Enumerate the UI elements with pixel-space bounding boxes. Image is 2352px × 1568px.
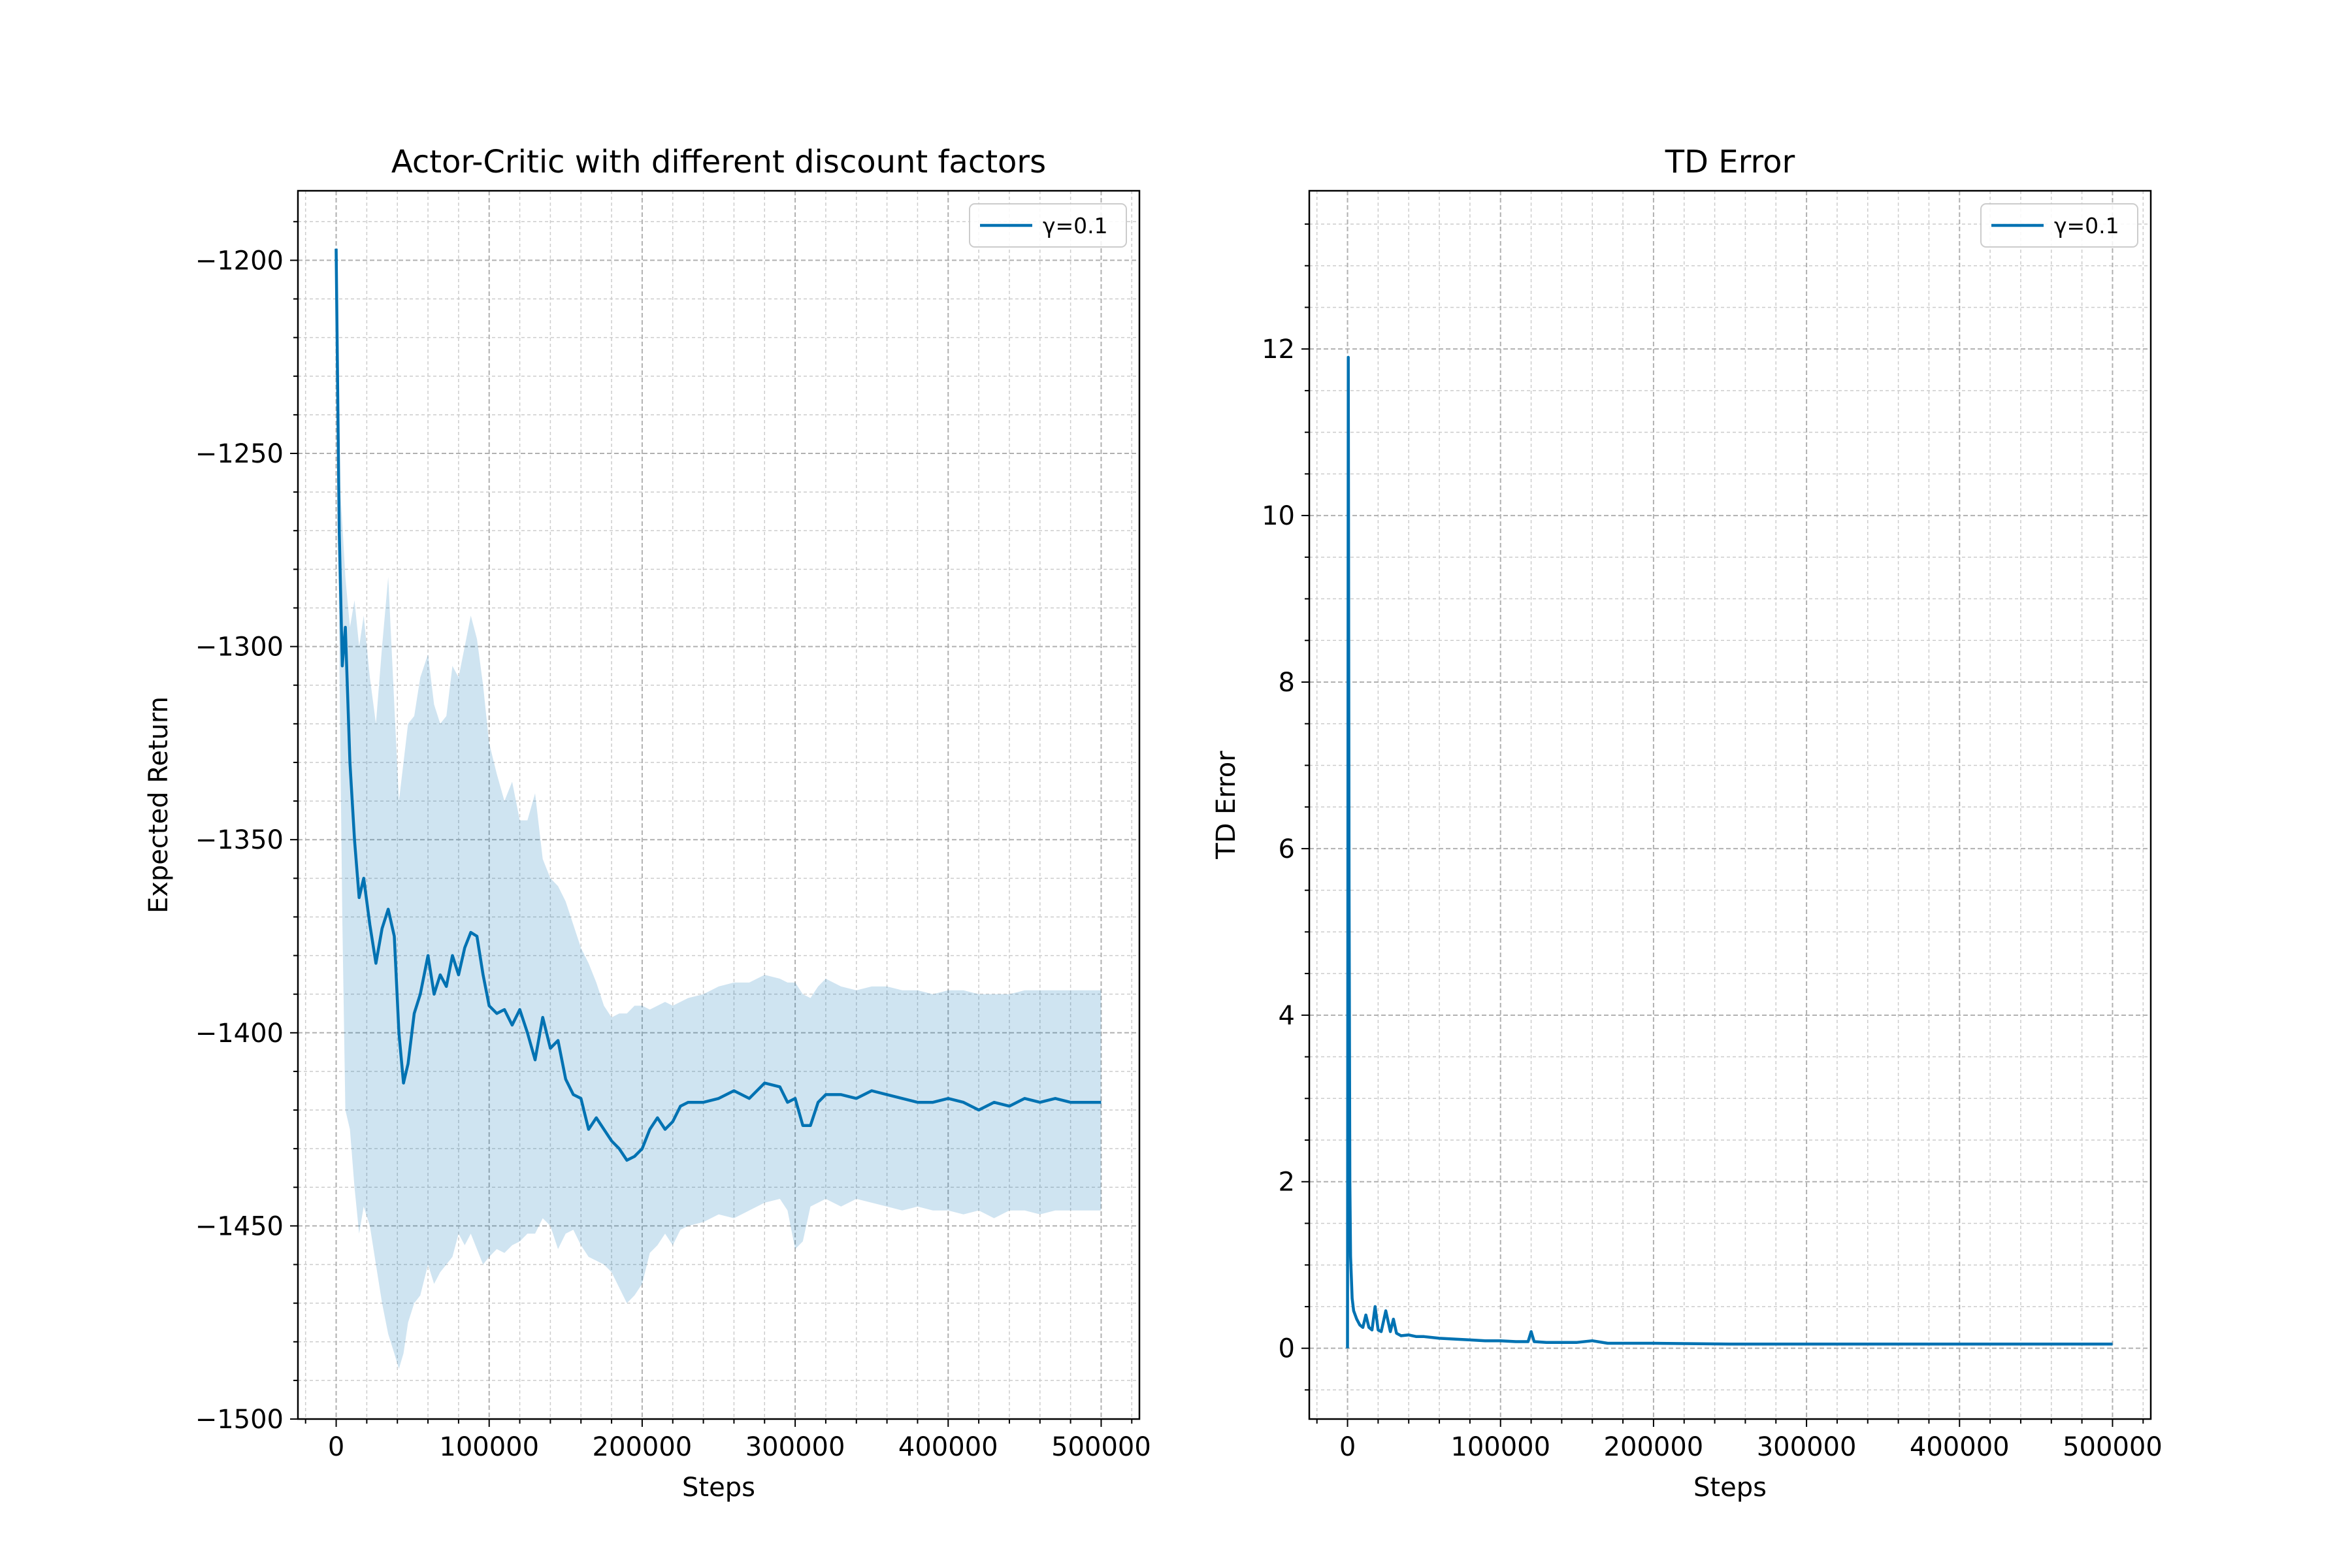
return-y-tick-label: −1500 bbox=[195, 1405, 284, 1435]
return-legend: γ=0.1 bbox=[969, 203, 1127, 248]
td-error-chart: 0 100000 200000 300000 400000 500000 0 2 4 6 8 10 12… bbox=[1211, 144, 2163, 1503]
expected-return-chart: 0 100000 200000 300000 400000 500000 −1500 −145… bbox=[144, 144, 1151, 1503]
return-y-tick-label: −1200 bbox=[195, 246, 284, 276]
return-y-tick-label: −1250 bbox=[195, 439, 284, 469]
return-legend-box bbox=[969, 203, 1127, 248]
return-grid bbox=[298, 191, 1139, 1420]
return-x-axis-label: Steps bbox=[682, 1473, 755, 1503]
return-y-tick-label: −1400 bbox=[195, 1019, 284, 1049]
td-legend-box bbox=[1980, 203, 2138, 248]
td-x-tick-label: 500000 bbox=[2063, 1432, 2163, 1462]
td-chart-title: TD Error bbox=[1665, 144, 1795, 180]
return-x-tick-label: 100000 bbox=[439, 1432, 539, 1462]
return-x-tick-label: 0 bbox=[328, 1432, 344, 1462]
td-y-tick-label: 4 bbox=[1279, 1001, 1295, 1031]
td-legend-label: γ=0.1 bbox=[2054, 213, 2119, 238]
td-x-tick-label: 200000 bbox=[1604, 1432, 1704, 1462]
return-y-tick-label: −1300 bbox=[195, 632, 284, 662]
return-axes-frame bbox=[297, 189, 1141, 1420]
td-y-tick-label: 10 bbox=[1262, 501, 1295, 531]
td-x-tick-label: 400000 bbox=[1910, 1432, 2010, 1462]
return-series-line bbox=[335, 248, 1102, 1162]
return-x-tick-label: 400000 bbox=[898, 1432, 998, 1462]
td-x-tick-label: 0 bbox=[1339, 1432, 1356, 1462]
td-x-axis-label: Steps bbox=[1693, 1473, 1767, 1503]
return-legend-label: γ=0.1 bbox=[1043, 213, 1108, 238]
td-grid bbox=[1309, 191, 2151, 1419]
td-legend: γ=0.1 bbox=[1980, 203, 2138, 248]
td-x-tick-label: 300000 bbox=[1757, 1432, 1857, 1462]
return-chart-title: Actor-Critic with different discount fac… bbox=[391, 144, 1046, 180]
td-series-line bbox=[1346, 355, 2113, 1348]
return-confidence-band bbox=[336, 248, 1102, 1369]
td-axes-frame bbox=[1308, 189, 2152, 1420]
return-y-axis-label: Expected Return bbox=[144, 696, 174, 913]
td-y-tick-label: 6 bbox=[1279, 834, 1295, 864]
td-x-tick-label: 100000 bbox=[1450, 1432, 1550, 1462]
return-y-tick-label: −1450 bbox=[195, 1211, 284, 1241]
td-y-tick-label: 0 bbox=[1279, 1334, 1295, 1364]
td-y-tick-label: 2 bbox=[1279, 1168, 1295, 1198]
return-y-tick-label: −1350 bbox=[195, 825, 284, 855]
return-x-tick-label: 500000 bbox=[1051, 1432, 1151, 1462]
td-y-tick-label: 12 bbox=[1262, 335, 1295, 365]
td-y-axis-label: TD Error bbox=[1211, 751, 1241, 860]
td-y-tick-label: 8 bbox=[1279, 668, 1295, 698]
return-x-tick-label: 300000 bbox=[745, 1432, 845, 1462]
return-x-tick-label: 200000 bbox=[593, 1432, 693, 1462]
